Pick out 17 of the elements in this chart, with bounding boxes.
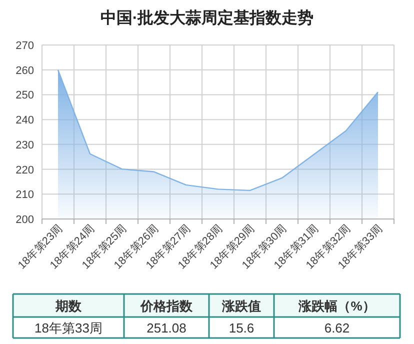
text: 6.62 <box>324 320 350 336</box>
text: 18年第33周 <box>34 320 102 336</box>
y-tick-label: 220 <box>16 164 34 176</box>
y-tick-label: 230 <box>16 139 34 152</box>
y-tick-label: 240 <box>16 114 34 127</box>
text: 15.6 <box>228 320 254 336</box>
text: 251.08 <box>146 320 186 336</box>
text: 期数 <box>54 298 82 314</box>
y-tick-label: 210 <box>16 189 34 202</box>
text: 涨跌值 <box>221 298 261 314</box>
y-tick-label: 270 <box>16 40 34 52</box>
chart-title: 中国·批发大蒜周定基指数走势 <box>100 9 314 27</box>
y-tick-label: 250 <box>16 90 34 102</box>
text: 价格指数 <box>140 298 194 314</box>
y-tick-label: 260 <box>16 64 34 77</box>
y-tick-label: 200 <box>16 214 34 226</box>
text: 涨跌幅（%） <box>298 298 376 314</box>
